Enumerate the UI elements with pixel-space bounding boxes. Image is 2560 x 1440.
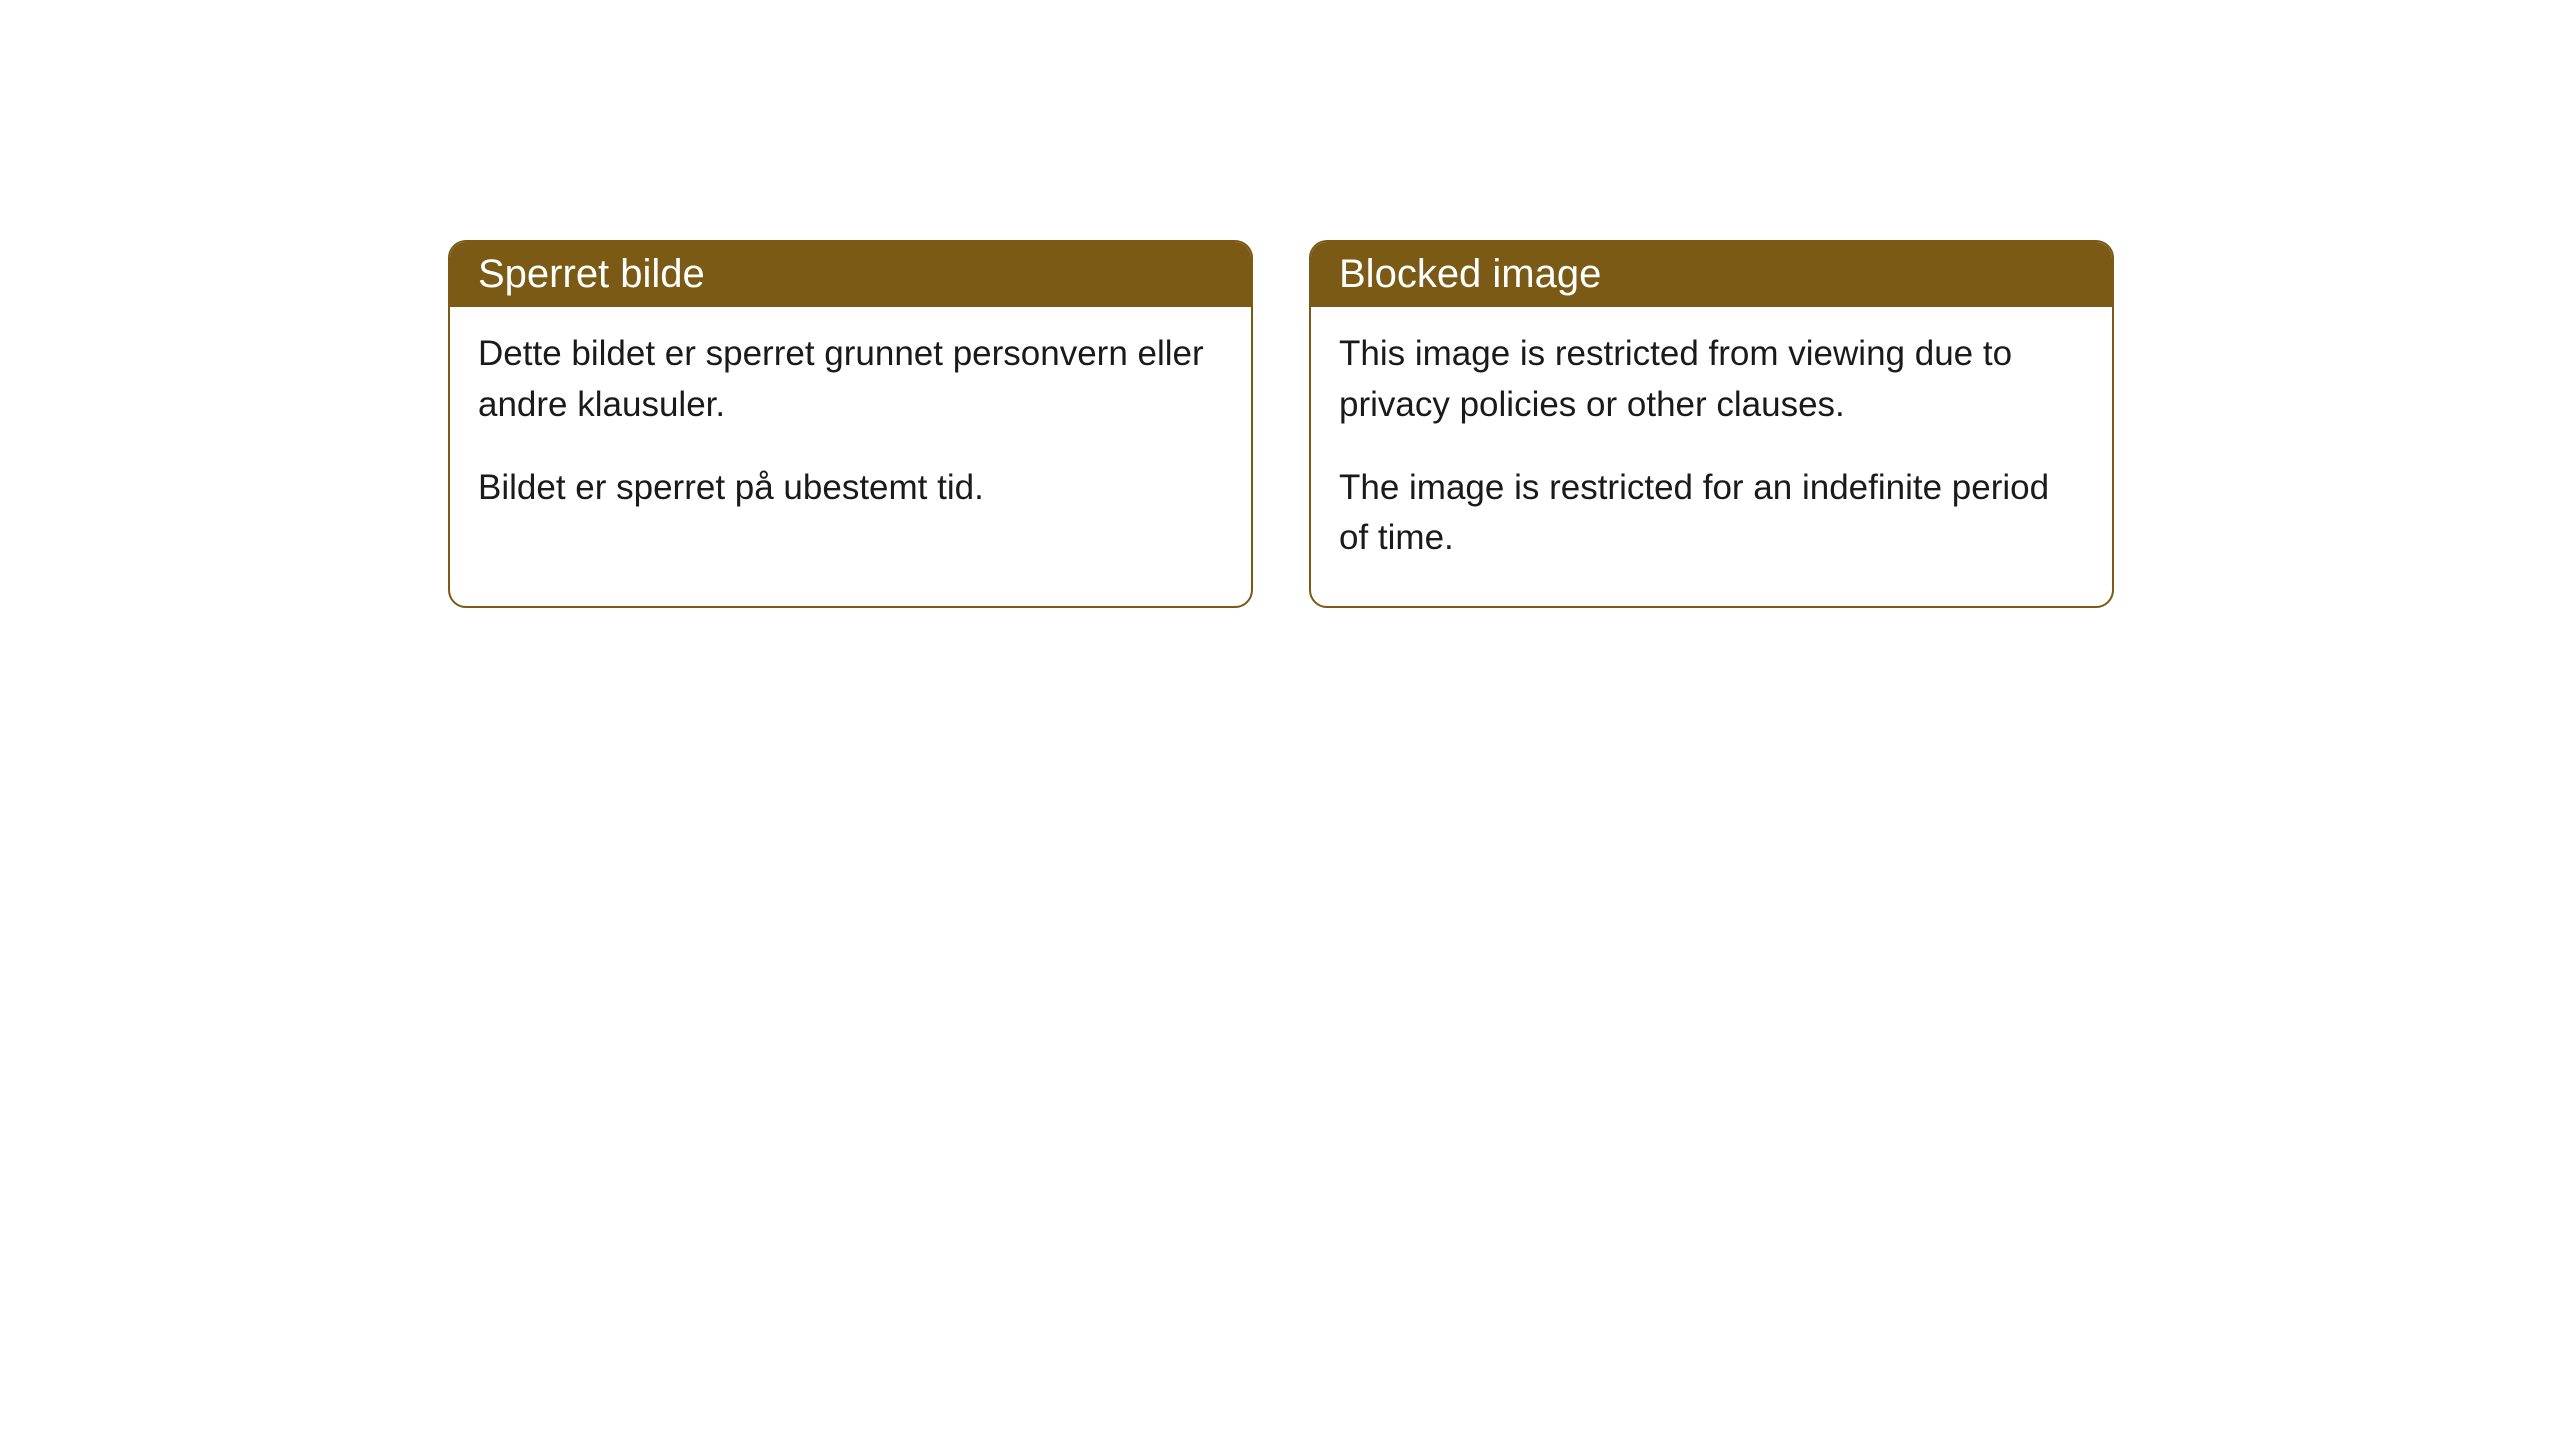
card-body: Dette bildet er sperret grunnet personve… <box>450 307 1251 555</box>
card-body: This image is restricted from viewing du… <box>1311 307 2112 606</box>
card-paragraph: The image is restricted for an indefinit… <box>1339 463 2084 565</box>
blocked-image-card-norwegian: Sperret bilde Dette bildet er sperret gr… <box>448 240 1253 608</box>
notice-cards-container: Sperret bilde Dette bildet er sperret gr… <box>448 240 2114 608</box>
card-paragraph: Dette bildet er sperret grunnet personve… <box>478 329 1223 431</box>
card-title: Blocked image <box>1339 252 1601 296</box>
blocked-image-card-english: Blocked image This image is restricted f… <box>1309 240 2114 608</box>
card-paragraph: Bildet er sperret på ubestemt tid. <box>478 463 1223 514</box>
card-header: Sperret bilde <box>450 242 1251 307</box>
card-title: Sperret bilde <box>478 252 705 296</box>
card-header: Blocked image <box>1311 242 2112 307</box>
card-paragraph: This image is restricted from viewing du… <box>1339 329 2084 431</box>
